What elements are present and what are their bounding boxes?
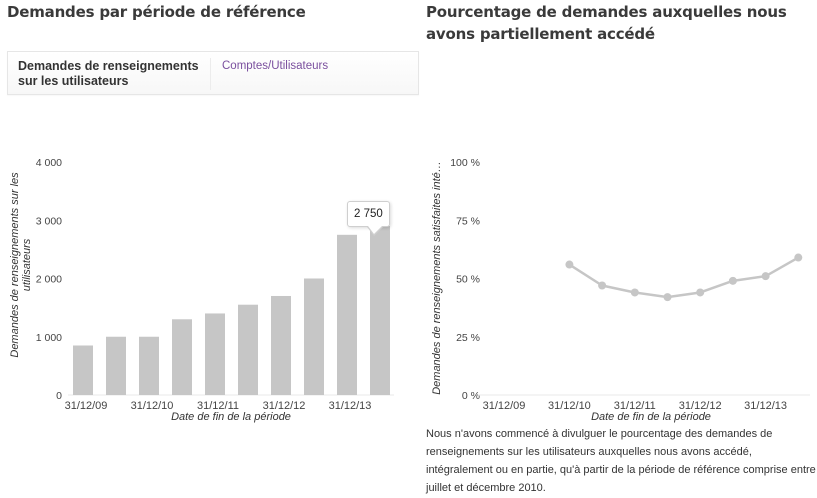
x-tick-label: 31/12/09 xyxy=(483,400,526,412)
data-point[interactable] xyxy=(630,288,639,297)
chart-title-percentage: Pourcentage de demandes auxquelles nous … xyxy=(426,3,787,43)
x-tick-label: 31/12/11 xyxy=(197,400,239,412)
y-tick-label: 0 xyxy=(56,390,62,402)
x-axis-title: Date de fin de la période xyxy=(171,411,291,423)
data-point[interactable] xyxy=(728,276,737,285)
y-tick-label: 50 % xyxy=(456,274,480,286)
x-tick-label: 31/12/10 xyxy=(131,400,174,412)
y-tick-label: 2 000 xyxy=(36,274,62,286)
bar-tooltip: 2 750 xyxy=(347,201,390,236)
x-tick-label: 31/12/10 xyxy=(548,400,591,412)
y-axis-title-line: utilisateurs xyxy=(21,238,33,291)
x-tick-label: 31/12/12 xyxy=(263,400,306,412)
card-divider xyxy=(210,58,211,90)
y-axis-title: Demandes de renseignements satisfaites i… xyxy=(431,161,443,395)
bar[interactable] xyxy=(172,319,192,395)
series-line xyxy=(568,256,799,299)
bar[interactable] xyxy=(205,313,225,395)
bar[interactable] xyxy=(370,226,390,395)
x-axis-ticks: 31/12/09 31/12/10 31/12/11 31/12/12 31/12/13 xyxy=(65,400,372,412)
accounts-users-link[interactable]: Comptes/Utilisateurs xyxy=(222,60,329,72)
line-series xyxy=(565,253,803,302)
bar[interactable] xyxy=(271,295,291,395)
disclosure-note: Nous n'avons commencé à divulguer le pou… xyxy=(426,428,816,494)
bars xyxy=(73,226,390,395)
y-axis-title: Demandes de renseignements sur les utilis… xyxy=(9,172,33,358)
y-tick-label: 75 % xyxy=(456,215,480,227)
y-axis-title-line: Demandes de renseignements sur les xyxy=(9,172,21,358)
x-tick-label: 31/12/12 xyxy=(679,400,722,412)
data-point[interactable] xyxy=(565,260,574,269)
y-tick-label: 0 % xyxy=(462,390,480,402)
y-tick-label: 100 % xyxy=(450,157,480,169)
bar-chart: Demandes de renseignements sur les utilis… xyxy=(9,157,394,423)
bar[interactable] xyxy=(238,304,258,395)
data-point[interactable] xyxy=(663,293,672,302)
y-axis-ticks: 0 1 000 2 000 3 000 4 000 xyxy=(36,157,62,402)
request-type-card: Demandes de renseignements sur les utili… xyxy=(7,51,419,95)
y-tick-label: 25 % xyxy=(456,332,480,344)
bar[interactable] xyxy=(337,234,357,395)
x-tick-label: 31/12/11 xyxy=(614,400,656,412)
x-tick-label: 31/12/13 xyxy=(744,400,787,412)
x-tick-label: 31/12/09 xyxy=(65,400,108,412)
bar[interactable] xyxy=(73,345,93,395)
x-tick-label: 31/12/13 xyxy=(329,400,372,412)
y-tick-label: 3 000 xyxy=(36,215,62,227)
chart-title-requests: Demandes par période de référence xyxy=(7,3,306,21)
y-tick-label: 4 000 xyxy=(36,157,62,169)
x-axis-ticks: 31/12/09 31/12/10 31/12/11 31/12/12 31/12/13 xyxy=(483,400,787,412)
y-tick-label: 1 000 xyxy=(36,332,62,344)
y-axis-title-line: Demandes de renseignements satisfaites i… xyxy=(431,161,443,395)
data-point[interactable] xyxy=(598,281,607,290)
bar[interactable] xyxy=(304,278,324,396)
request-type-label: Demandes de renseignements sur les utili… xyxy=(18,59,199,88)
bar[interactable] xyxy=(106,336,126,395)
x-axis-title: Date de fin de la période xyxy=(591,411,711,423)
bar[interactable] xyxy=(139,336,159,395)
data-point[interactable] xyxy=(761,272,770,281)
line-chart: Demandes de renseignements satisfaites i… xyxy=(431,157,810,423)
data-point[interactable] xyxy=(794,253,803,262)
data-point[interactable] xyxy=(696,288,705,297)
y-axis-ticks: 0 % 25 % 50 % 75 % 100 % xyxy=(450,157,480,402)
